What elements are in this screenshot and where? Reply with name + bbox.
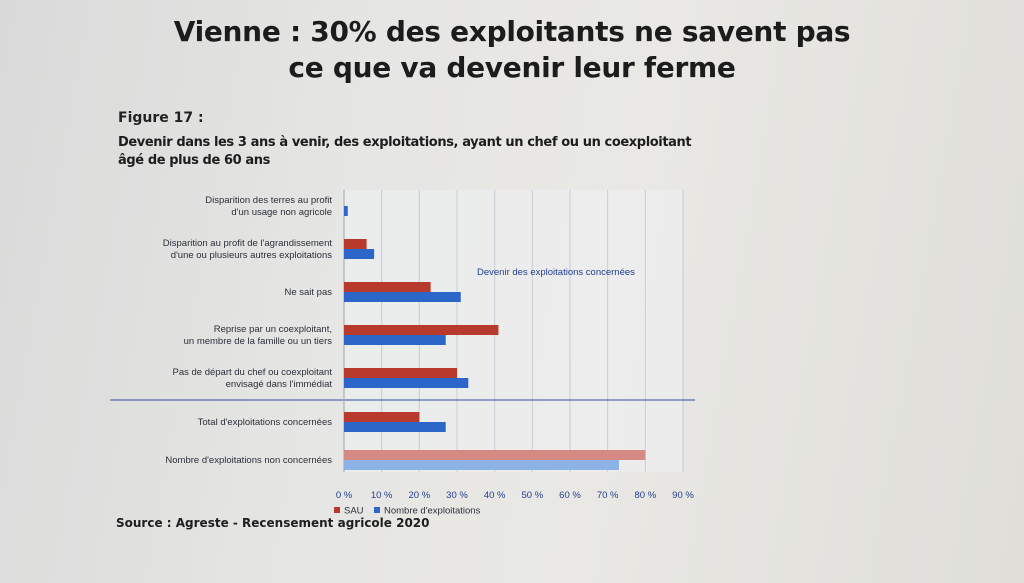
x-tick-label: 90 % <box>672 490 694 501</box>
legend-label: SAU <box>344 506 364 517</box>
category-label: Ne sait pas <box>284 287 332 298</box>
bar-nombre-exploitations <box>344 249 375 259</box>
x-tick-label: 60 % <box>559 490 581 501</box>
source-note: Source : Agreste - Recensement agricole … <box>116 516 430 530</box>
x-tick-label: 20 % <box>409 490 431 501</box>
page-title-line-2: ce que va devenir leur ferme <box>288 51 736 84</box>
bar-nombre-exploitations <box>344 335 446 345</box>
page-title-line-1: Vienne : 30% des exploitants ne savent p… <box>173 15 851 48</box>
category-label: Reprise par un coexploitant, <box>214 324 332 335</box>
category-label: Nombre d'exploitations non concernées <box>165 455 332 466</box>
bar-sau <box>344 282 431 292</box>
category-label: d'une ou plusieurs autres exploitations <box>171 250 333 261</box>
x-tick-label: 10 % <box>371 490 393 501</box>
x-tick-label: 80 % <box>635 490 657 501</box>
x-tick-label: 40 % <box>484 490 506 501</box>
bar-nombre-exploitations <box>344 206 348 216</box>
legend-label: Nombre d'exploitations <box>384 506 481 517</box>
bar-sau <box>344 412 420 422</box>
bar-sau <box>344 450 646 460</box>
figure-subtitle-line-2: âgé de plus de 60 ans <box>118 153 270 168</box>
figure-subtitle-line-1: Devenir dans les 3 ans à venir, des expl… <box>118 135 692 150</box>
group-annotation: Devenir des exploitations concernées <box>477 267 635 278</box>
legend-swatch <box>334 507 340 513</box>
bar-nombre-exploitations <box>344 292 461 302</box>
bar-sau <box>344 368 457 378</box>
x-tick-label: 30 % <box>446 490 468 501</box>
x-tick-label: 70 % <box>597 490 619 501</box>
category-label: un membre de la famille ou un tiers <box>184 336 333 347</box>
x-tick-label: 0 % <box>336 490 353 501</box>
category-label: Pas de départ du chef ou coexploitant <box>172 367 332 378</box>
bar-nombre-exploitations <box>344 422 446 432</box>
x-tick-label: 50 % <box>522 490 544 501</box>
category-label: d'un usage non agricole <box>231 207 332 218</box>
figure-label: Figure 17 : <box>118 110 204 126</box>
figure-subtitle: Devenir dans les 3 ans à venir, des expl… <box>118 134 738 170</box>
chart-container: Disparition des terres au profit d'un usa… <box>110 180 710 525</box>
legend-swatch <box>374 507 380 513</box>
category-label: Total d'exploitations concernées <box>198 417 333 428</box>
bar-nombre-exploitations <box>344 378 469 388</box>
bar-sau <box>344 325 499 335</box>
category-label: Disparition des terres au profit <box>205 195 332 206</box>
category-label: Disparition au profit de l'agrandissemen… <box>163 238 333 249</box>
bar-nombre-exploitations <box>344 460 619 470</box>
category-label: envisagé dans l'immédiat <box>226 379 333 390</box>
bar-sau <box>344 239 367 249</box>
page-title: Vienne : 30% des exploitants ne savent p… <box>0 14 1024 86</box>
